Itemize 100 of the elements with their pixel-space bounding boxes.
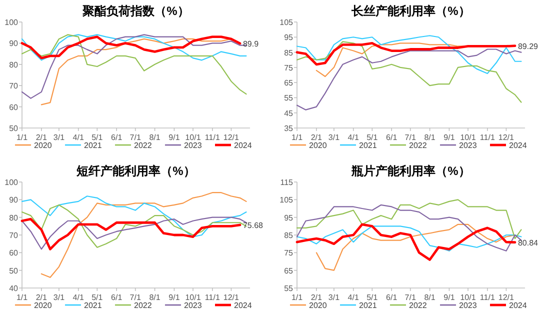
x-tick-label: 4/1	[348, 133, 360, 142]
y-tick-label: 90	[9, 39, 19, 48]
legend-label: 2020	[34, 301, 52, 310]
x-tick-label: 6/1	[111, 133, 123, 142]
annotation: 89.9	[242, 39, 260, 48]
legend-label: 2021	[359, 141, 378, 150]
legend-label: 2022	[409, 301, 428, 310]
annotation: 89.29	[518, 42, 539, 51]
y-tick-label: 65	[284, 78, 294, 88]
x-tick-label: 3/1	[53, 133, 66, 142]
y-tick-label: 90	[9, 196, 19, 205]
annotation: 75.68	[242, 220, 264, 230]
y-tick-label: 55	[284, 284, 294, 293]
x-tick-label: 6/1	[386, 293, 398, 302]
chart-title: 长丝产能利用率（%）	[350, 4, 470, 18]
legend-label: 2020	[309, 141, 328, 150]
y-tick-label: 100	[4, 178, 19, 187]
line-series	[296, 199, 522, 240]
x-tick-label: 1/1	[291, 293, 304, 302]
y-tick-label: 100	[4, 18, 19, 27]
legend-label: 2023	[184, 141, 202, 150]
y-tick-label: 85	[284, 48, 294, 58]
chart-title: 瓶片产能利用率（%）	[350, 164, 470, 178]
x-tick-label: 10/1	[185, 293, 202, 302]
y-tick-label: 85	[284, 231, 294, 240]
legend-label: 2023	[459, 301, 478, 310]
y-tick-label: 50	[9, 124, 19, 133]
line-series	[296, 223, 516, 261]
legend-label: 2021	[359, 301, 378, 310]
x-tick-label: 9/1	[168, 293, 180, 302]
x-tick-label: 5/1	[366, 133, 378, 142]
x-tick-label: 6/1	[111, 293, 123, 302]
annotation: 80.84	[518, 238, 539, 248]
y-tick-label: 70	[9, 82, 19, 91]
x-tick-label: 1/1	[16, 133, 28, 142]
x-tick-label: 2/1	[36, 293, 48, 302]
x-tick-label: 9/1	[444, 293, 456, 302]
x-tick-label: 11/1	[204, 133, 220, 142]
x-tick-label: 11/1	[480, 293, 496, 302]
legend-label: 2021	[84, 301, 102, 310]
line-series	[296, 48, 522, 110]
x-tick-label: 8/1	[149, 133, 161, 142]
legend-label: 2024	[234, 301, 252, 310]
y-tick-label: 95	[284, 33, 294, 42]
legend-label: 2022	[134, 141, 152, 150]
y-tick-label: 75	[284, 248, 294, 258]
x-tick-label: 12/1	[498, 133, 515, 142]
x-tick-label: 10/1	[460, 133, 476, 142]
x-tick-label: 4/1	[348, 293, 360, 302]
x-tick-label: 5/1	[92, 133, 104, 142]
x-tick-label: 10/1	[185, 133, 202, 142]
x-tick-label: 3/1	[53, 293, 66, 302]
x-tick-label: 9/1	[168, 133, 180, 142]
x-tick-label: 11/1	[204, 293, 220, 302]
x-tick-label: 8/1	[149, 293, 161, 302]
legend-label: 2023	[184, 301, 202, 310]
y-tick-label: 70	[9, 231, 19, 240]
legend-label: 2020	[34, 141, 52, 150]
legend-label: 2024	[509, 301, 528, 310]
legend-label: 2024	[234, 141, 252, 150]
x-tick-label: 2/1	[310, 133, 323, 142]
y-tick-label: 115	[280, 178, 294, 187]
x-tick-label: 6/1	[386, 133, 398, 142]
chart-title: 短纤产能利用率（%）	[76, 164, 196, 178]
legend-label: 2021	[84, 141, 102, 150]
x-tick-label: 5/1	[366, 293, 378, 302]
x-tick-label: 10/1	[460, 293, 476, 302]
y-tick-label: 60	[9, 248, 19, 258]
x-tick-label: 7/1	[130, 133, 142, 142]
x-tick-label: 3/1	[328, 293, 340, 302]
x-tick-label: 2/1	[36, 133, 48, 142]
y-tick-label: 65	[284, 266, 294, 276]
x-tick-label: 1/1	[16, 293, 28, 302]
line-series	[296, 42, 516, 66]
y-tick-label: 80	[9, 213, 19, 222]
y-tick-label: 55	[284, 94, 294, 103]
y-tick-label: 105	[280, 18, 294, 27]
x-tick-label: 9/1	[444, 133, 456, 142]
y-tick-label: 35	[284, 124, 294, 133]
y-tick-label: 75	[284, 63, 294, 72]
y-tick-label: 95	[284, 213, 294, 222]
x-tick-label: 8/1	[424, 293, 436, 302]
line-series	[316, 224, 516, 271]
y-tick-label: 50	[9, 266, 19, 276]
x-tick-label: 1/1	[291, 133, 304, 142]
x-tick-label: 12/1	[498, 293, 515, 302]
legend-label: 2022	[134, 301, 152, 310]
y-tick-label: 105	[280, 196, 294, 205]
x-tick-label: 5/1	[92, 293, 104, 302]
x-tick-label: 8/1	[424, 133, 436, 142]
y-tick-label: 40	[9, 284, 19, 293]
y-tick-label: 45	[284, 108, 294, 118]
x-tick-label: 7/1	[404, 293, 416, 302]
y-tick-label: 60	[9, 102, 19, 112]
chart-title: 聚酯负荷指数（%）	[82, 4, 190, 18]
legend-label: 2022	[409, 141, 428, 150]
x-tick-label: 7/1	[404, 133, 416, 142]
y-tick-label: 80	[9, 60, 19, 70]
x-tick-label: 12/1	[223, 293, 240, 302]
x-tick-label: 2/1	[310, 293, 323, 302]
